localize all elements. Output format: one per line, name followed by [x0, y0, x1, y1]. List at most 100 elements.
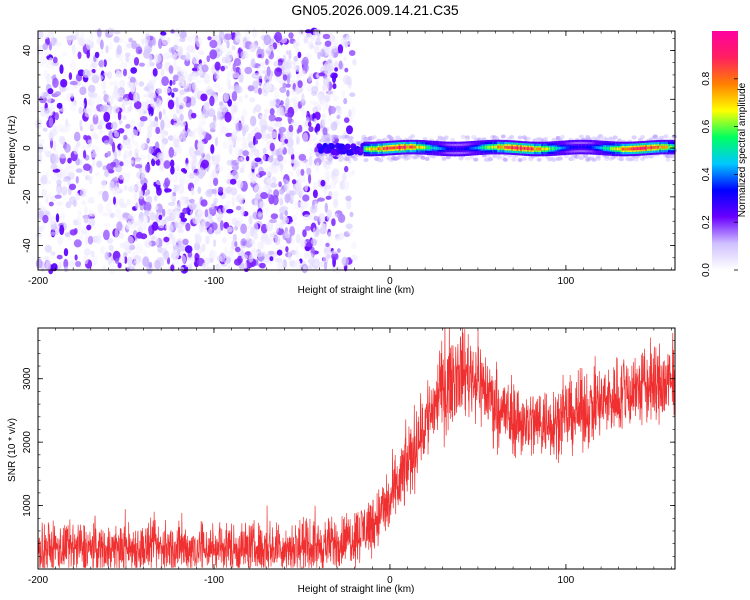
spectrogram-cell — [254, 139, 258, 145]
spectrogram-cell — [458, 147, 461, 151]
spectrogram-cell — [242, 150, 249, 157]
spectrogram-cell — [279, 212, 284, 220]
spectrogram-cell — [63, 266, 69, 273]
spectrogram-cell — [73, 131, 81, 142]
spectrogram-cell — [142, 250, 148, 257]
spectrogram-cell — [257, 211, 263, 217]
snr-panel: -200 -100 0 100 1000 2000 3000 Height of stra… — [7, 327, 676, 595]
spectrogram-cell — [100, 39, 104, 50]
spectrogram-cell — [279, 106, 285, 117]
spectrogram-cell — [616, 147, 619, 151]
spectrogram-cell — [152, 221, 159, 231]
spectrogram-cell — [103, 223, 110, 228]
spectrogram-cell — [177, 144, 182, 154]
spectrogram-cell — [153, 156, 159, 161]
spectrogram-cell — [241, 108, 248, 119]
spectrogram-cell — [59, 224, 65, 236]
spectrogram-cell — [88, 212, 97, 217]
spectrogram-cell — [77, 36, 85, 46]
spectrogram-cell — [38, 153, 43, 164]
spectrogram-cell — [344, 143, 351, 150]
spectrogram-cell — [528, 147, 531, 151]
spectrogram-cell — [500, 134, 506, 139]
spectrogram-cell — [55, 260, 63, 266]
spectrogram-cell — [66, 92, 72, 101]
spectrogram-cell — [180, 255, 187, 264]
spectrogram-cell — [659, 145, 662, 149]
spectrogram-cell — [73, 199, 77, 208]
spectrogram-cell — [506, 145, 508, 149]
spectrogram-cell — [312, 135, 317, 143]
spectrogram-cell — [120, 202, 128, 209]
spectrogram-cell — [239, 167, 245, 174]
spectrogram-cell — [462, 147, 464, 151]
spectrogram-cell — [47, 213, 54, 223]
spectrogram-cell — [509, 134, 515, 139]
spectrogram-cell — [307, 121, 312, 127]
spectrogram-cell — [539, 147, 542, 151]
spectrogram-cell — [323, 77, 330, 86]
spectrogram-cell — [158, 133, 166, 140]
spectrogram-cell — [145, 163, 151, 173]
y-tick-label: 1000 — [22, 494, 33, 517]
spectrogram-cell — [42, 43, 48, 51]
spectrogram-cell — [530, 147, 533, 151]
spectrogram-cell — [230, 85, 235, 90]
spectrogram-cell — [250, 176, 255, 184]
spectrogram-cell — [318, 72, 326, 77]
spectrogram-cell — [407, 154, 413, 159]
spectrogram-cell — [178, 184, 185, 195]
snr-series-line — [38, 328, 675, 569]
spectrogram-cell — [337, 212, 344, 220]
spectrogram-cell — [250, 160, 256, 170]
spectrogram-cell — [295, 47, 300, 53]
spectrogram-cell — [178, 172, 186, 179]
spectrogram-cell — [191, 129, 197, 140]
spectrogram-cell — [229, 178, 237, 185]
spectrogram-cell — [363, 158, 369, 163]
spectrogram-cell — [157, 246, 163, 253]
spectrogram-cell — [116, 172, 120, 179]
spectrogram-cell — [311, 85, 319, 94]
spectrogram-cell — [79, 86, 87, 96]
spectrogram-cell — [240, 223, 248, 235]
spectrogram-cell — [163, 115, 169, 121]
snr-x-axis: -200 -100 0 100 — [28, 328, 672, 586]
spectrogram-cell — [209, 95, 215, 107]
spectrogram-cell — [435, 146, 438, 150]
spectrogram-cell — [52, 61, 60, 67]
spectrogram-cell — [41, 188, 47, 198]
spectrogram-cell — [148, 225, 153, 236]
spectrogram-cell — [196, 209, 205, 220]
spectrogram-cell — [309, 134, 314, 146]
spectrogram-cell — [190, 112, 197, 119]
spectrogram-cell — [337, 248, 341, 253]
spectrogram-cell — [200, 199, 208, 207]
spectrogram-cell — [179, 130, 188, 138]
spectrogram-cell — [301, 109, 308, 117]
spectrogram-cell — [188, 202, 197, 211]
spectrogram-cell — [234, 246, 241, 253]
spectrogram-cell — [232, 233, 237, 242]
spectrogram-cell — [144, 237, 150, 245]
spectrogram-cell — [479, 146, 482, 150]
spectrogram-cell — [481, 146, 484, 150]
spectrogram-cell — [513, 146, 515, 150]
spectrogram-cell — [179, 113, 184, 122]
spectrogram-cell — [172, 87, 179, 93]
spectrogram-cell — [239, 41, 246, 50]
spectrogram-cell — [344, 157, 350, 162]
spectrogram-cell — [550, 147, 552, 151]
spectrogram-cell — [140, 38, 147, 43]
spectrogram-cell — [83, 163, 91, 172]
spectrogram-cell — [56, 179, 62, 186]
spectrogram-cell — [111, 155, 116, 160]
spectrogram-cell — [382, 147, 385, 150]
spectrogram-cell — [583, 154, 589, 158]
spectrogram-cell — [190, 210, 194, 217]
spectrogram-cell — [97, 121, 102, 126]
spectrogram-cell — [278, 181, 282, 188]
spectrogram-cell — [444, 147, 447, 151]
spectrogram-cell — [249, 97, 256, 103]
spectrogram-cell — [148, 221, 152, 227]
